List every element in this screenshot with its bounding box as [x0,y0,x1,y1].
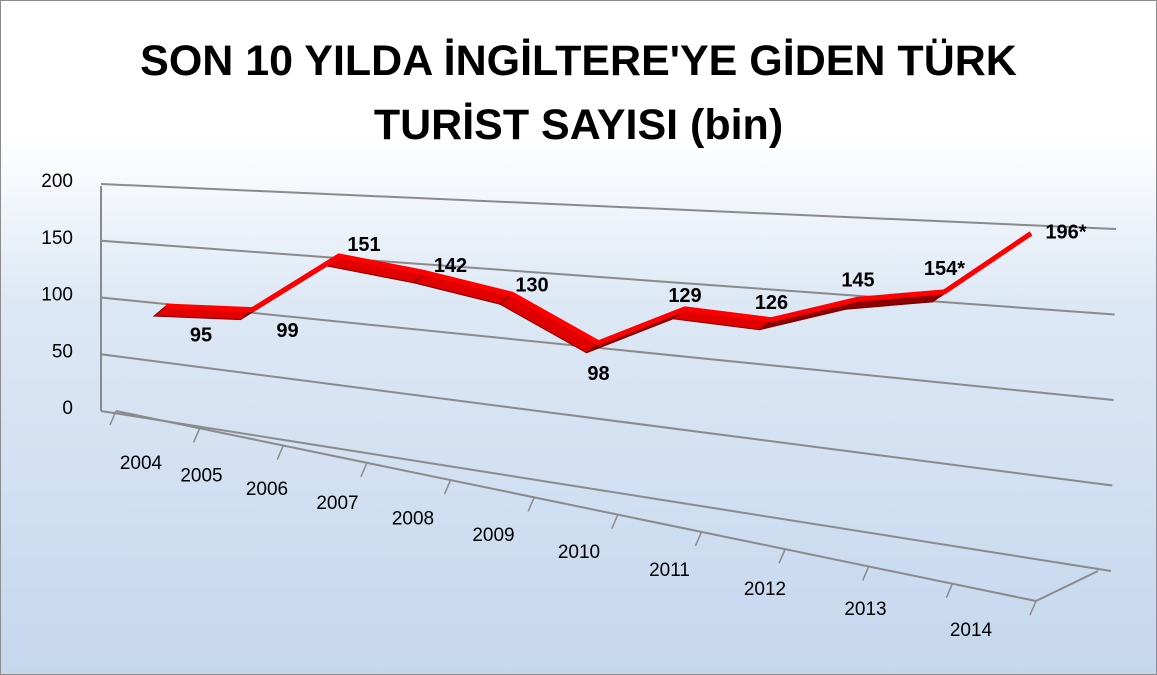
data-label: 145 [841,269,874,291]
data-label: 126 [755,292,788,314]
x-tick [1029,600,1037,616]
x-tick [611,514,619,529]
x-tick [360,462,368,478]
y-tick-label: 200 [41,171,73,192]
x-tick [527,497,535,512]
x-tick-label: 2012 [744,579,786,600]
grid-line [100,353,1113,487]
y-tick-label: 0 [62,398,73,419]
data-label: 99 [276,320,298,342]
x-tick [192,427,201,443]
chart-title: SON 10 YILDA İNGİLTERE'YE GİDEN TÜRK TUR… [140,37,1017,149]
data-label: 196* [1045,222,1086,244]
data-label: 98 [587,363,609,385]
x-tick-label: 2011 [649,560,690,581]
y-tick-label: 50 [52,341,73,362]
y-tick-label: 100 [41,285,73,306]
grid-line [100,296,1114,401]
line [165,231,1033,346]
x-tick [276,445,284,460]
ribbon-face [499,293,600,354]
x-tick-label: 2013 [844,599,886,620]
data-label: 151 [347,234,380,256]
x-tick-label: 2008 [392,509,434,530]
grid-line [100,239,1115,316]
data-label: 154* [924,258,965,280]
x-tick [862,566,870,581]
floor-edge [115,410,1037,602]
data-label: 142 [434,255,467,277]
x-tick [694,531,703,547]
x-tick-label: 2010 [558,542,600,563]
data-label: 95 [190,324,212,346]
x-tick-label: 2004 [120,453,163,474]
data-label: 130 [515,274,548,296]
x-tick [443,479,452,495]
grid-line [100,410,1112,572]
x-tick-label: 2009 [472,525,514,546]
y-tick-label: 150 [41,228,73,249]
data-label: 129 [668,285,701,307]
x-tick-label: 2006 [246,479,288,500]
x-tick-label: 2005 [180,465,222,486]
x-tick [778,548,786,564]
grid-line [100,183,1117,230]
x-tick [945,583,954,599]
x-tick-label: 2007 [316,493,358,514]
x-tick [109,410,117,426]
x-tick-label: 2014 [950,620,993,641]
floor-edge [1035,570,1099,602]
